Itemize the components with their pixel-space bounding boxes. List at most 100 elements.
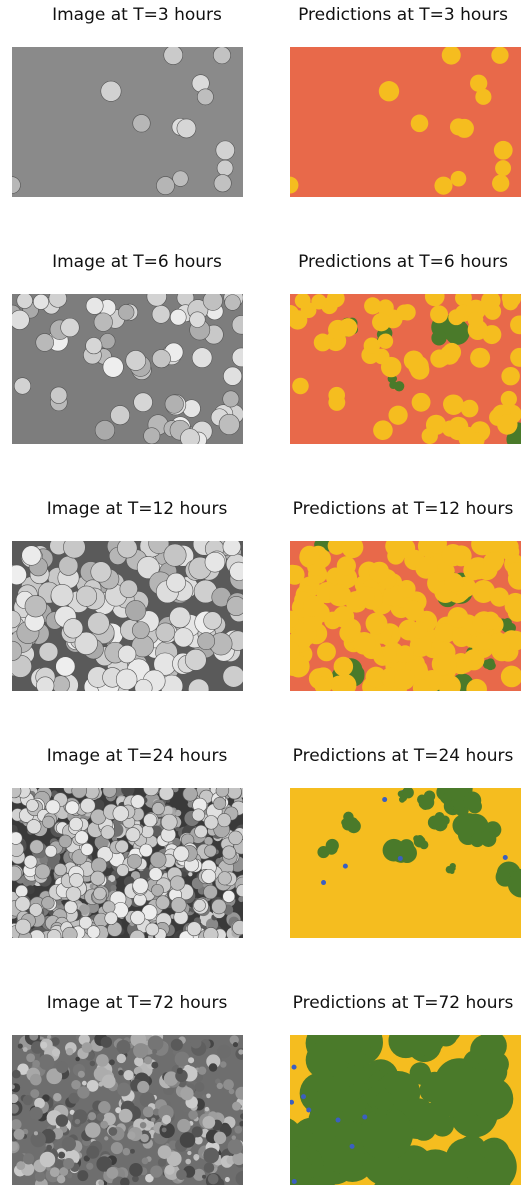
- texture: [134, 1057, 143, 1066]
- cell-prediction: [501, 391, 517, 407]
- texture: [66, 1048, 74, 1056]
- cell: [27, 820, 41, 834]
- cell-prediction: [354, 586, 374, 606]
- cell: [117, 541, 137, 558]
- cell-prediction: [394, 669, 415, 690]
- texture: [123, 1070, 133, 1080]
- blue-region: [362, 1115, 367, 1120]
- cell: [219, 414, 239, 434]
- texture: [188, 1110, 198, 1120]
- texture: [109, 1059, 115, 1065]
- cell-prediction: [430, 305, 448, 323]
- texture: [159, 1123, 174, 1138]
- cell: [204, 885, 218, 899]
- texture: [188, 1057, 194, 1063]
- texture: [150, 1166, 162, 1178]
- cell-prediction: [303, 595, 325, 617]
- texture: [203, 1148, 219, 1164]
- cell: [33, 294, 48, 309]
- cell-prediction: [422, 428, 438, 444]
- cell: [66, 801, 79, 814]
- texture: [133, 1043, 148, 1058]
- cell: [69, 817, 82, 830]
- cell: [36, 334, 54, 352]
- texture: [16, 1161, 25, 1170]
- texture: [39, 1054, 55, 1070]
- cell: [149, 867, 162, 880]
- texture: [56, 1061, 68, 1073]
- cell-prediction: [396, 645, 414, 663]
- cell: [141, 825, 154, 838]
- texture: [77, 1086, 89, 1098]
- cell-prediction: [494, 141, 513, 160]
- cell: [227, 596, 243, 615]
- cell: [197, 89, 213, 105]
- cell-prediction: [378, 334, 393, 349]
- cell: [95, 420, 115, 440]
- cell: [103, 901, 115, 913]
- cell: [217, 160, 233, 176]
- cell-prediction: [495, 160, 511, 176]
- texture: [118, 1070, 123, 1075]
- texture: [187, 1151, 191, 1155]
- cell: [42, 897, 55, 910]
- texture: [46, 1145, 52, 1151]
- cell-prediction: [366, 613, 388, 635]
- texture: [180, 1132, 196, 1148]
- cell: [164, 47, 183, 65]
- cell-prediction: [451, 171, 467, 187]
- texture: [117, 1083, 131, 1097]
- texture: [90, 1061, 96, 1067]
- texture: [75, 1057, 80, 1062]
- cell-prediction: [339, 318, 358, 337]
- blue-region: [336, 1118, 341, 1123]
- cell: [190, 312, 206, 328]
- cell: [91, 871, 105, 885]
- cell: [213, 47, 230, 64]
- cell: [156, 896, 170, 910]
- cell: [56, 657, 75, 676]
- prediction-map: [290, 1035, 521, 1185]
- cell: [25, 595, 47, 617]
- cell-prediction: [482, 612, 500, 630]
- cell: [223, 666, 243, 688]
- cell: [125, 600, 145, 620]
- texture: [202, 1094, 206, 1098]
- cell: [81, 843, 93, 855]
- texture: [234, 1126, 242, 1134]
- texture: [23, 1153, 34, 1164]
- cell-prediction: [430, 350, 448, 368]
- cell: [218, 872, 231, 885]
- cell: [46, 800, 60, 814]
- sem-image: [12, 294, 243, 444]
- cell: [110, 406, 129, 425]
- blue-region: [382, 797, 387, 802]
- cell: [205, 552, 225, 572]
- texture: [116, 1040, 130, 1054]
- texture: [56, 1114, 68, 1126]
- texture: [144, 1056, 152, 1064]
- texture: [220, 1061, 226, 1067]
- cell: [93, 887, 106, 900]
- texture: [152, 1049, 157, 1054]
- texture: [96, 1113, 104, 1121]
- cell: [88, 613, 110, 635]
- green-region: [449, 869, 453, 873]
- texture: [100, 1121, 108, 1129]
- cell-prediction: [372, 313, 390, 331]
- texture: [123, 1148, 131, 1156]
- cell: [183, 788, 198, 801]
- cell-prediction: [476, 633, 493, 650]
- cell-prediction: [317, 642, 336, 661]
- cell: [150, 852, 166, 868]
- image-title: Image at T=6 hours: [7, 252, 267, 272]
- texture: [30, 1074, 42, 1086]
- cell: [14, 378, 31, 395]
- image-title: Image at T=24 hours: [7, 746, 267, 766]
- texture: [204, 1162, 215, 1173]
- texture: [130, 1149, 135, 1154]
- cell-prediction: [503, 295, 519, 311]
- texture: [162, 1115, 171, 1124]
- cell-prediction: [497, 414, 517, 434]
- texture: [194, 1156, 198, 1160]
